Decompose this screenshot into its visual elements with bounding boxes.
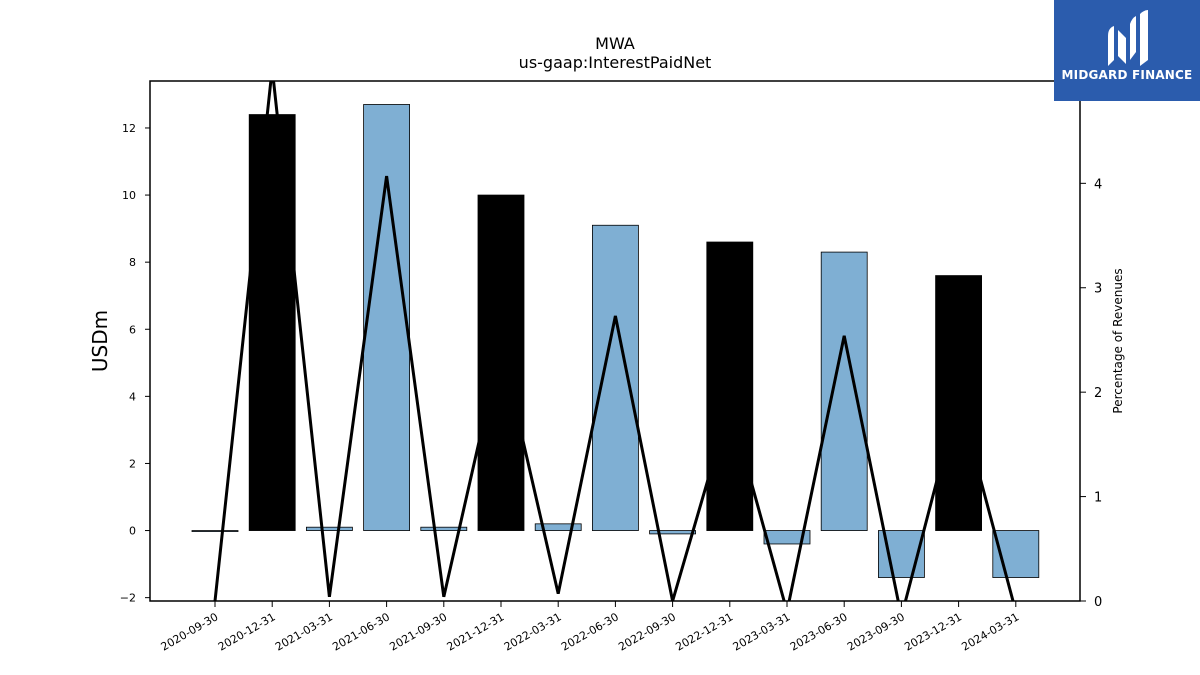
bar xyxy=(820,251,868,531)
y-tick-label: −2 xyxy=(120,592,136,605)
left-axis: −2 0 2 4 6 8 10 12 xyxy=(120,122,150,605)
y2-tick-label: 3 xyxy=(1094,282,1102,297)
x-tick-label: 2021-12-31 xyxy=(445,610,507,653)
y-tick-label: 10 xyxy=(122,189,136,202)
y2-tick-label: 2 xyxy=(1094,386,1102,401)
x-tick-label: 2022-06-30 xyxy=(559,610,621,653)
chart-title: MWA xyxy=(595,34,635,53)
bar xyxy=(363,104,411,531)
bar xyxy=(592,224,639,531)
x-tick-label: 2024-03-31 xyxy=(959,610,1021,653)
x-tick-label: 2023-09-30 xyxy=(845,610,907,653)
x-tick-label: 2021-06-30 xyxy=(330,610,392,653)
x-axis: 2020-09-302020-12-312021-03-312021-06-30… xyxy=(159,601,1021,654)
y2-tick-label: 0 xyxy=(1094,595,1102,610)
x-tick-label: 2021-03-31 xyxy=(273,610,335,653)
bar xyxy=(706,241,754,531)
y-tick-label: 2 xyxy=(129,457,136,470)
y2-tick-label: 4 xyxy=(1094,177,1102,192)
y-tick-label: 0 xyxy=(129,525,136,538)
y2-tick-label: 1 xyxy=(1094,491,1102,506)
x-tick-label: 2023-06-30 xyxy=(788,610,850,653)
midgard-m-logo-icon xyxy=(1108,10,1148,66)
bar xyxy=(649,530,696,535)
line-group xyxy=(213,81,1015,601)
bar xyxy=(477,194,525,531)
bar xyxy=(534,523,582,531)
x-tick-label: 2021-09-30 xyxy=(387,610,449,653)
chart-subtitle: us-gaap:InterestPaidNet xyxy=(519,53,712,72)
y-tick-label: 12 xyxy=(122,122,136,135)
y-tick-label: 4 xyxy=(129,390,136,403)
y-tick-label: 8 xyxy=(129,256,136,269)
bars-group xyxy=(191,104,1040,578)
x-tick-label: 2022-09-30 xyxy=(616,610,678,653)
x-tick-label: 2022-03-31 xyxy=(502,610,564,653)
x-tick-label: 2023-12-31 xyxy=(902,610,964,653)
bar xyxy=(763,530,811,545)
bar xyxy=(305,526,353,531)
y2-axis-label: Percentage of Revenues xyxy=(1111,268,1125,413)
x-tick-label: 2023-03-31 xyxy=(731,610,793,653)
x-tick-label: 2020-09-30 xyxy=(159,610,221,653)
revenue-percentage-line xyxy=(213,81,1015,601)
y-tick-label: 6 xyxy=(129,323,136,336)
bar xyxy=(191,530,239,532)
x-tick-label: 2020-12-31 xyxy=(216,610,278,653)
brand-logo: MIDGARD FINANCE xyxy=(1054,0,1200,101)
y-axis-label: USDm xyxy=(88,310,112,372)
bar xyxy=(420,526,468,531)
right-axis: 0 1 2 3 4 xyxy=(1080,177,1102,610)
bar xyxy=(248,114,296,531)
brand-name: MIDGARD FINANCE xyxy=(1061,68,1193,82)
x-tick-label: 2022-12-31 xyxy=(673,610,735,653)
